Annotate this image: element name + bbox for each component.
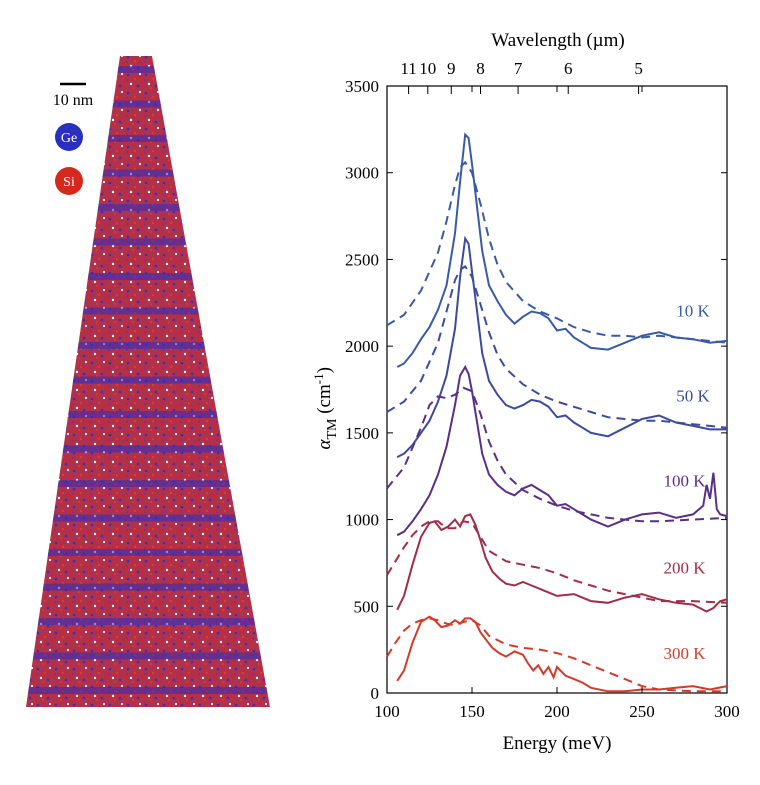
axes-layer: 100 150 200 250 3000500100015002000250030003… <box>345 59 740 721</box>
wavelength-tick-label: 9 <box>447 59 456 78</box>
ge-layer-bands <box>26 66 270 694</box>
y-axis-label-close: ) <box>314 367 335 373</box>
series-100k-measured-line <box>396 364 728 537</box>
ge-legend-marker <box>55 123 83 151</box>
series-300k-model-line <box>386 617 727 693</box>
y-tick-label: 2500 <box>345 250 379 269</box>
x-tick-label: 100 <box>374 702 400 721</box>
ge-layer-band <box>26 480 270 487</box>
ge-layer-band <box>26 100 270 108</box>
y-axis-label-subscript: TM <box>325 418 340 440</box>
series-200k-label: 200 K <box>663 558 706 577</box>
scale-bar-label: 10 nm <box>53 92 94 109</box>
y-tick-label: 500 <box>354 597 380 616</box>
ge-layer-band <box>26 652 270 660</box>
wavelength-tick-label: 11 <box>400 59 416 78</box>
top-axis-label: Wavelength (µm) <box>491 30 624 51</box>
series-50k-label: 50 K <box>676 387 710 406</box>
x-tick-label: 200 <box>544 702 570 721</box>
series-200k-measured-line <box>396 513 728 613</box>
series-10k-measured-line <box>396 132 728 368</box>
series-300k-measured-line <box>396 615 728 693</box>
ge-layer-band <box>26 66 270 73</box>
ge-layer-band <box>26 687 270 694</box>
ge-layer-band <box>26 445 270 453</box>
ge-layer-band <box>26 514 270 522</box>
y-axis-label: αTM (cm-1) <box>311 367 340 449</box>
ge-layer-band <box>26 618 270 625</box>
y-axis-label-superscript: -1 <box>311 373 326 384</box>
series-200k-model-line <box>386 520 728 604</box>
y-tick-label: 1500 <box>345 424 379 443</box>
wavelength-tick-label: 10 <box>419 59 436 78</box>
y-axis-label-symbol: α <box>314 439 335 450</box>
series-10k-label: 10 K <box>676 302 710 321</box>
ge-layer-band <box>26 135 270 142</box>
y-tick-label: 3000 <box>345 164 379 183</box>
ge-layer-band <box>26 376 270 384</box>
x-tick-label: 150 <box>459 702 485 721</box>
x-tick-label: 300 <box>714 702 740 721</box>
si-legend-label: Si <box>63 175 75 190</box>
y-tick-label: 1000 <box>345 511 379 530</box>
ge-layer-band <box>26 549 270 556</box>
ge-legend-label: Ge <box>61 131 77 146</box>
y-tick-label: 0 <box>371 684 380 703</box>
y-axis-label-unit: (cm <box>314 384 335 419</box>
absorption-chart-panel: 10 K 50 K 100 K 200 K 300 K 100 150 200 250 300 0… <box>300 0 760 780</box>
wavelength-tick-label: 7 <box>514 59 523 78</box>
wavelength-tick-label: 6 <box>564 59 573 78</box>
y-tick-label: 2000 <box>345 337 379 356</box>
x-tick-label: 250 <box>629 702 655 721</box>
series-10k-model-line <box>386 160 728 344</box>
series-layer: 10 K 50 K 100 K 200 K 300 K <box>386 132 728 693</box>
wavelength-tick-label: 5 <box>634 59 643 78</box>
ge-layer-band <box>26 204 270 211</box>
series-50k-measured-line <box>396 235 727 458</box>
y-tick-label: 3500 <box>345 77 379 96</box>
tomography-svg: 10 nm Ge Si <box>26 56 270 707</box>
ge-layer-band <box>26 238 270 246</box>
ge-layer-band <box>26 411 270 418</box>
ge-layer-band <box>26 169 270 177</box>
ge-layer-band <box>26 273 270 280</box>
series-50k-model-line <box>386 265 728 429</box>
series-300k-label: 300 K <box>663 644 706 663</box>
si-legend-marker <box>55 167 83 195</box>
ge-layer-band <box>26 583 270 591</box>
x-axis-label: Energy (meV) <box>503 733 612 754</box>
wavelength-tick-label: 8 <box>476 59 485 78</box>
tomography-cone <box>26 56 270 707</box>
ge-layer-band <box>26 342 270 349</box>
series-100k-model-line <box>386 386 728 523</box>
tomography-panel: 10 nm Ge Si <box>0 0 300 780</box>
ge-layer-band <box>26 307 270 315</box>
series-100k-label: 100 K <box>663 472 706 491</box>
